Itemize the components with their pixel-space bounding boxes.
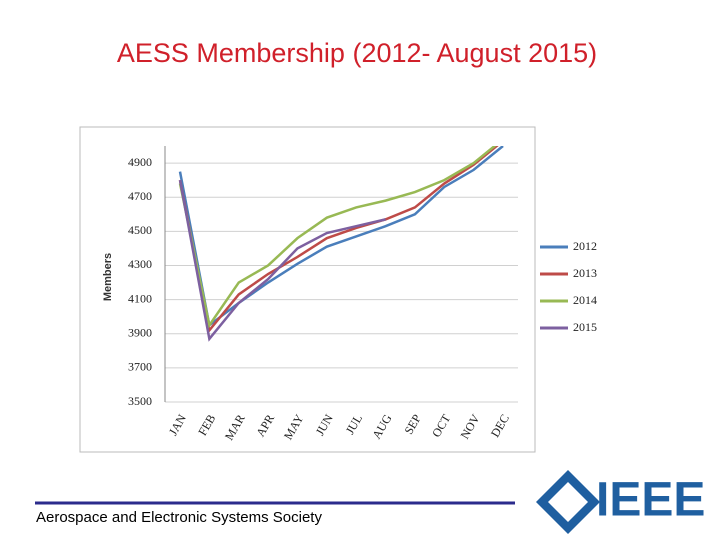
legend-label: 2013 bbox=[573, 266, 597, 280]
series-line bbox=[178, 179, 386, 342]
series-line bbox=[178, 146, 497, 329]
series-line bbox=[178, 146, 499, 334]
y-tick-label: 4500 bbox=[128, 223, 152, 237]
legend-label: 2012 bbox=[573, 239, 597, 253]
logo-inner bbox=[548, 482, 588, 522]
y-tick-label: 4900 bbox=[128, 155, 152, 169]
slide-title: AESS Membership (2012- August 2015) bbox=[117, 38, 597, 68]
y-tick-label: 3900 bbox=[128, 325, 152, 339]
y-tick-label: 3500 bbox=[128, 394, 152, 408]
chart-frame bbox=[79, 126, 536, 453]
plot-lines bbox=[178, 146, 504, 342]
y-tick-label: 4100 bbox=[128, 291, 152, 305]
y-axis-label: Members bbox=[102, 253, 114, 301]
legend-label: 2015 bbox=[573, 320, 597, 334]
y-tick-label: 4700 bbox=[128, 189, 152, 203]
series-line bbox=[178, 146, 504, 328]
footer-text: Aerospace and Electronic Systems Society bbox=[36, 509, 322, 526]
legend-label: 2014 bbox=[573, 293, 597, 307]
y-tick-label: 3700 bbox=[128, 360, 152, 374]
ieee-logo: IEEE bbox=[536, 470, 705, 534]
logo-text: IEEE bbox=[596, 474, 705, 527]
y-tick-label: 4300 bbox=[128, 257, 152, 271]
